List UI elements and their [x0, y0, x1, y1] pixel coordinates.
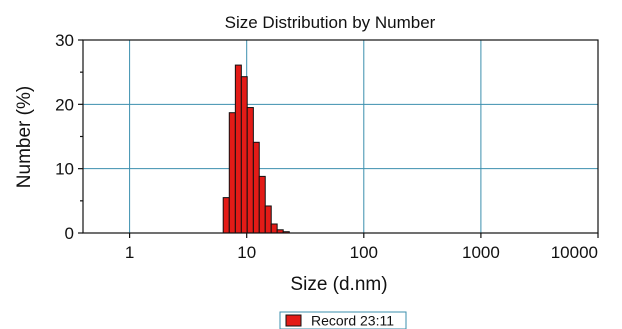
y-tick-label: 0 [65, 224, 74, 243]
histogram-bar [229, 113, 235, 233]
y-tick-label: 10 [55, 160, 74, 179]
histogram-bar [223, 198, 229, 233]
y-tick-label: 30 [55, 31, 74, 50]
x-tick-label: 1 [125, 243, 134, 262]
y-axis-label: Number (%) [14, 86, 35, 188]
histogram-bar [247, 108, 253, 233]
histogram-bar [241, 77, 247, 233]
chart-title: Size Distribution by Number [225, 13, 436, 32]
histogram-bar [253, 142, 259, 233]
y-tick-label: 20 [55, 95, 74, 114]
x-tick-label: 1000 [462, 243, 500, 262]
histogram-bar [259, 176, 265, 233]
histogram-bar [235, 65, 241, 233]
histogram-bar [271, 224, 277, 233]
legend: Record 23:11 [280, 312, 406, 329]
x-tick-label: 10000 [551, 243, 598, 262]
x-tick-label: 10 [237, 243, 256, 262]
legend-swatch [286, 315, 301, 326]
x-tick-label: 100 [350, 243, 378, 262]
histogram-bar [265, 206, 271, 233]
legend-entry-label: Record 23:11 [311, 313, 394, 329]
x-axis-label: Size (d.nm) [290, 274, 387, 295]
